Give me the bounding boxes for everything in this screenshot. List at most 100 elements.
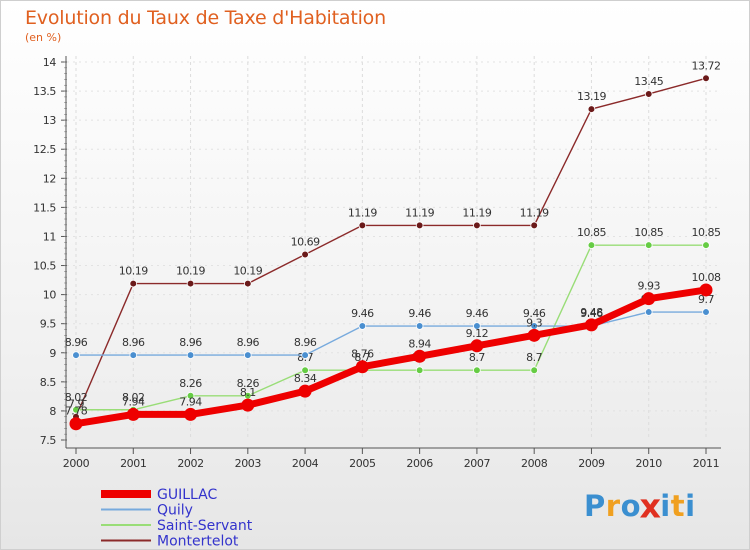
data-label: 8.96: [65, 336, 88, 349]
data-point: [413, 349, 427, 363]
logo-letter: r: [605, 489, 621, 523]
x-tick-label: 2001: [120, 457, 146, 470]
data-label: 7.78: [65, 405, 88, 418]
x-tick-label: 2004: [292, 457, 319, 470]
legend-label: Quily: [157, 503, 193, 519]
data-point: [244, 279, 252, 288]
data-point: [584, 318, 598, 332]
data-label: 8.26: [179, 377, 202, 390]
data-label: 11.19: [405, 206, 434, 219]
data-label: 8.96: [179, 336, 202, 349]
data-label: 10.69: [291, 235, 320, 248]
data-label: 8.26: [237, 377, 260, 390]
data-label: 8.76: [351, 348, 374, 361]
data-label: 7.9: [68, 398, 84, 411]
data-label: 8.96: [237, 336, 260, 349]
data-point: [699, 283, 713, 297]
data-label: 8.1: [240, 386, 256, 399]
data-point: [702, 241, 710, 249]
data-label: 11.19: [462, 206, 491, 219]
legend-label: Saint-Servant: [157, 518, 253, 534]
data-label: 11.19: [520, 206, 549, 219]
series-line: [75, 77, 707, 418]
series-line: [75, 244, 707, 411]
data-point: [355, 360, 369, 374]
data-point: [530, 366, 538, 375]
data-point: [184, 407, 198, 421]
y-tick-label: 10: [43, 289, 57, 302]
data-point: [702, 308, 710, 316]
logo-letter: P: [584, 489, 606, 523]
series-guillac: 7.787.94 7.948.18.348.768.949.129.39.489.…: [65, 271, 721, 431]
data-point: [527, 328, 541, 342]
data-label: 9.7: [698, 293, 714, 306]
data-label: 13.19: [577, 90, 606, 103]
data-point: [587, 241, 596, 249]
data-point: [72, 351, 80, 359]
y-tick-label: 8.5: [40, 376, 57, 389]
data-point: [644, 241, 653, 249]
data-point: [72, 405, 80, 414]
data-label: 9.46: [523, 307, 546, 320]
y-tick-label: 11: [43, 230, 56, 243]
x-tick-label: 2006: [406, 457, 433, 470]
data-point: [473, 322, 481, 330]
logo-letter: i: [685, 489, 696, 523]
x-tick-label: 2010: [636, 457, 663, 470]
data-point: [644, 308, 653, 316]
y-tick-label: 14: [43, 56, 57, 69]
data-point: [415, 366, 424, 375]
x-tick-label: 2011: [693, 457, 719, 470]
data-point: [470, 339, 484, 353]
data-label: 9.46: [408, 307, 431, 320]
x-tick-label: 2003: [235, 457, 262, 470]
data-label: 8.02: [122, 391, 145, 404]
data-point: [530, 221, 538, 230]
series-quily: 8.96 8.96 8.96 8.96 8.96 9.46 9.46 9.46 9.46 9.46…: [65, 293, 715, 359]
legend-label: Montertelot: [157, 534, 239, 550]
data-label: 8.7: [469, 351, 485, 364]
data-label: 8.34: [294, 372, 317, 385]
logo-letter: i: [660, 489, 671, 523]
data-point: [415, 221, 424, 230]
y-tick-label: 7.5: [40, 434, 57, 447]
data-label: 9.12: [466, 327, 489, 340]
y-tick-label: 12: [43, 172, 56, 185]
data-label: 7.94: [179, 395, 202, 408]
data-point: [644, 90, 653, 98]
data-label: 9.46: [351, 307, 374, 320]
data-point: [702, 74, 710, 83]
data-label: 11.19: [348, 206, 377, 219]
data-point: [358, 322, 367, 330]
chart-subtitle: (en %): [25, 31, 62, 44]
data-point: [415, 322, 424, 330]
data-point: [358, 221, 367, 230]
x-tick-label: 2005: [349, 457, 376, 470]
data-label: 10.85: [692, 226, 721, 239]
data-point: [129, 351, 138, 359]
x-tick-label: 2002: [177, 457, 203, 470]
data-point: [129, 279, 138, 288]
data-label: 10.85: [634, 226, 663, 239]
x-tick-label: 2008: [521, 457, 548, 470]
series-montertelot: 7.9 10.19 10.19 10.19 10.69 11.19 11.19 11.19 11…: [68, 59, 721, 421]
data-label: 8.02: [65, 391, 88, 404]
logo-letter: o: [620, 489, 642, 523]
data-label: 8.96: [294, 336, 317, 349]
logo-letter: x: [639, 486, 662, 526]
data-point: [186, 279, 195, 288]
y-tick-label: 9: [49, 347, 56, 360]
legend-label: GUILLAC: [157, 487, 217, 503]
data-label: 10.19: [176, 265, 205, 278]
y-tick-label: 11.5: [33, 201, 56, 214]
data-label: 7.94: [122, 395, 145, 408]
data-point: [301, 250, 309, 259]
data-label: 8.96: [122, 336, 145, 349]
y-tick-label: 10.5: [33, 260, 56, 273]
y-tick-label: 12.5: [33, 143, 56, 156]
data-label: 8.7: [526, 351, 542, 364]
logo-letter: t: [670, 489, 686, 523]
